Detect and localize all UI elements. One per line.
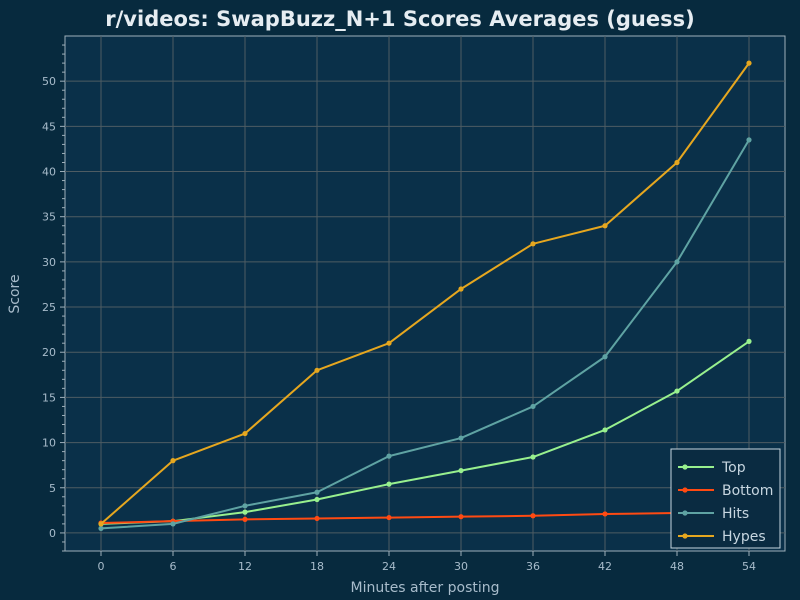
- data-point-hypes: [314, 367, 320, 373]
- data-point-hits: [674, 259, 680, 265]
- y-tick-label: 30: [42, 256, 56, 269]
- data-point-top: [674, 388, 680, 394]
- data-point-bottom: [530, 513, 536, 519]
- data-point-hits: [458, 435, 464, 441]
- data-point-top: [746, 338, 752, 344]
- y-tick-label: 40: [42, 166, 56, 179]
- y-tick-label: 5: [49, 482, 56, 495]
- legend-marker: [682, 464, 688, 470]
- series-line-top: [100, 340, 750, 525]
- y-tick-label: 25: [42, 301, 56, 314]
- y-tick-label: 20: [42, 346, 56, 359]
- series-line-hits: [100, 139, 750, 530]
- series-line-hypes: [100, 62, 750, 525]
- legend-box: [670, 448, 781, 549]
- series-line-bottom: [100, 511, 750, 524]
- legend-marker: [682, 533, 688, 539]
- x-tick-label: 54: [742, 560, 756, 573]
- x-tick-label: 18: [310, 560, 324, 573]
- series-hypes: [98, 60, 752, 527]
- data-point-hypes: [674, 159, 680, 166]
- data-point-hits: [98, 525, 104, 532]
- y-tick-label: 45: [42, 120, 56, 133]
- legend: Top Bottom Hits Hypes: [670, 448, 781, 549]
- x-axis-label: Minutes after posting: [350, 580, 499, 596]
- y-tick-label: 50: [42, 75, 56, 88]
- legend-label: Hits: [722, 506, 749, 522]
- data-point-top: [314, 496, 320, 503]
- y-tick-label: 10: [42, 437, 56, 450]
- x-tick-label: 24: [382, 560, 396, 573]
- plot-area: [64, 35, 786, 552]
- x-tick-label: 30: [454, 560, 468, 573]
- legend-item-bottom: Bottom: [678, 483, 773, 499]
- data-point-bottom: [602, 511, 608, 517]
- y-tick-label: 35: [42, 211, 56, 224]
- y-tick-label: 15: [42, 391, 56, 404]
- data-point-bottom: [386, 514, 392, 521]
- chart-title: r/videos: SwapBuzz_N+1 Scores Averages (…: [105, 7, 694, 31]
- y-axis-label: Score: [7, 274, 23, 313]
- data-point-hypes: [458, 286, 464, 292]
- axes: 0 5 10 15 20 25 30 35 40 45 50 0 6 12 18 24 30 36 42 48 54: [42, 44, 756, 573]
- series-layer: [98, 60, 752, 532]
- data-point-top: [530, 454, 536, 460]
- x-tick-label: 0: [98, 560, 105, 573]
- data-point-hypes: [746, 60, 752, 66]
- data-point-hits: [602, 354, 608, 360]
- data-point-hits: [242, 503, 248, 509]
- x-tick-label: 36: [526, 560, 540, 573]
- data-point-top: [458, 467, 464, 474]
- data-point-hits: [314, 489, 320, 495]
- data-point-top: [242, 509, 248, 515]
- legend-label: Hypes: [722, 529, 766, 545]
- data-point-hypes: [170, 458, 176, 464]
- data-point-hypes: [602, 223, 608, 229]
- data-point-hits: [170, 521, 176, 527]
- y-tick-label: 0: [49, 527, 56, 540]
- grid: [65, 36, 785, 551]
- legend-item-top: Top: [678, 460, 746, 476]
- series-hits: [98, 137, 752, 532]
- legend-label: Top: [721, 460, 746, 476]
- x-tick-label: 48: [670, 560, 684, 573]
- data-point-top: [386, 481, 392, 487]
- x-tick-label: 6: [170, 560, 177, 573]
- data-point-hits: [386, 453, 392, 459]
- legend-item-hits: Hits: [678, 506, 749, 522]
- x-tick-label: 12: [238, 560, 252, 573]
- data-point-hypes: [530, 241, 536, 247]
- data-point-hypes: [386, 340, 392, 346]
- data-point-bottom: [458, 514, 464, 520]
- data-point-bottom: [242, 516, 248, 522]
- x-tick-label: 42: [598, 560, 612, 573]
- data-point-hypes: [98, 521, 104, 527]
- data-point-top: [602, 427, 608, 433]
- legend-item-hypes: Hypes: [678, 529, 766, 545]
- legend-marker: [682, 487, 688, 493]
- legend-marker: [682, 510, 688, 516]
- data-point-hypes: [242, 430, 248, 437]
- legend-label: Bottom: [722, 483, 773, 499]
- data-point-hits: [530, 403, 536, 410]
- data-point-bottom: [314, 515, 320, 522]
- data-point-hits: [746, 137, 752, 143]
